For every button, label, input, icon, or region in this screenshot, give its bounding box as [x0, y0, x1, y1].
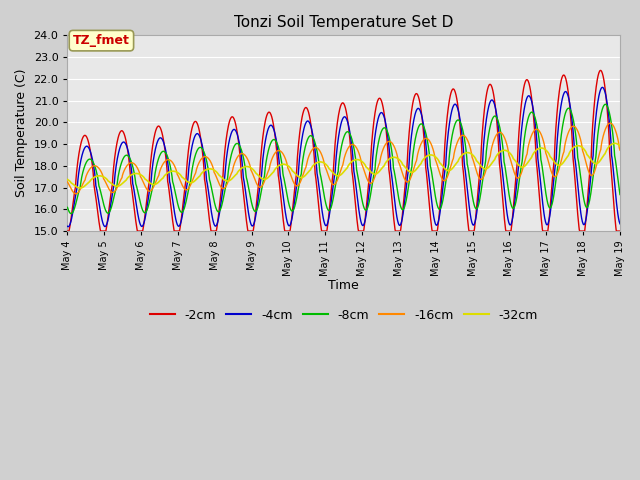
Title: Tonzi Soil Temperature Set D: Tonzi Soil Temperature Set D: [234, 15, 453, 30]
Text: TZ_fmet: TZ_fmet: [73, 34, 130, 47]
X-axis label: Time: Time: [328, 278, 359, 292]
Legend: -2cm, -4cm, -8cm, -16cm, -32cm: -2cm, -4cm, -8cm, -16cm, -32cm: [145, 303, 543, 326]
Y-axis label: Soil Temperature (C): Soil Temperature (C): [15, 69, 28, 197]
